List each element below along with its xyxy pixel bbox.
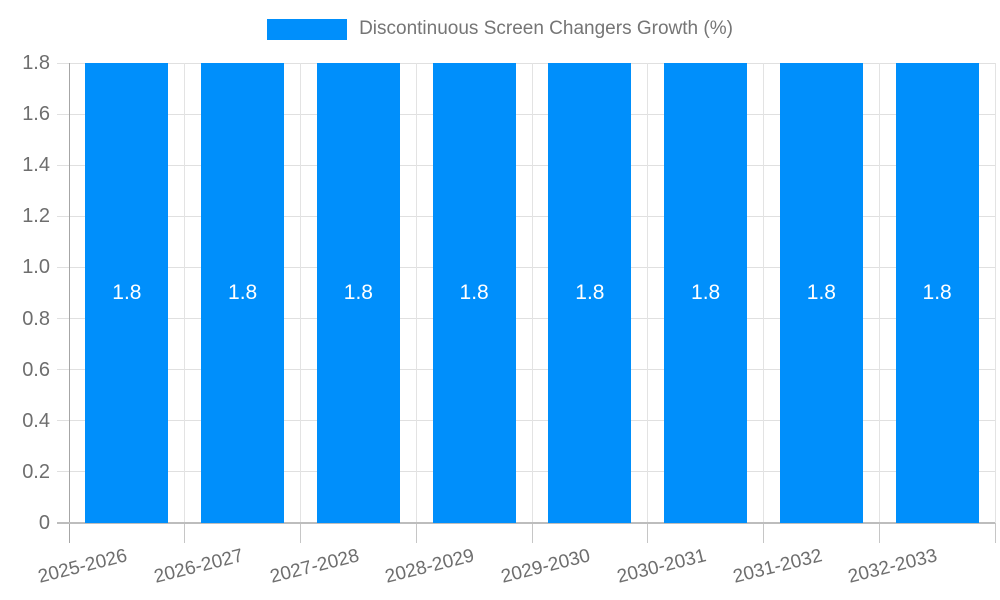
bar-value-label: 1.8 (228, 281, 258, 304)
y-tick-label: 0 (38, 512, 50, 534)
y-gridline (57, 318, 995, 320)
legend-swatch (267, 18, 348, 40)
x-axis-tick (531, 523, 533, 543)
x-gridline (300, 63, 301, 523)
y-gridline (57, 215, 995, 217)
x-gridline (531, 63, 533, 523)
x-tick-label: 2027-2028 (267, 545, 361, 588)
y-gridline (57, 62, 995, 64)
x-tick-label: 2025-2026 (36, 545, 130, 588)
bar: 1.8 (779, 63, 863, 523)
x-axis-tick (300, 523, 301, 543)
y-gridline (57, 369, 995, 371)
bar: 1.8 (548, 63, 632, 523)
y-axis-line (69, 63, 70, 543)
y-tick-label: 1.8 (22, 52, 50, 74)
bar-value-label: 1.8 (343, 281, 373, 304)
x-axis-tick (994, 523, 996, 543)
x-axis-tick (763, 523, 764, 543)
x-tick-label: 2032-2033 (846, 545, 940, 588)
legend-label: Discontinuous Screen Changers Growth (%) (359, 18, 733, 39)
x-tick-label: 2030-2031 (614, 545, 709, 588)
x-axis-tick (647, 523, 649, 543)
y-tick-label: 0.8 (22, 307, 50, 330)
bar-value-label: 1.8 (459, 281, 489, 304)
x-axis-line (57, 522, 995, 524)
y-gridline (57, 164, 995, 166)
bar: 1.8 (201, 63, 285, 523)
y-tick-label: 1.2 (22, 205, 50, 228)
bar: 1.8 (432, 63, 516, 523)
bar-value-label: 1.8 (112, 281, 142, 304)
bar-value-label: 1.8 (575, 281, 605, 304)
x-gridline (878, 63, 880, 523)
x-axis-tick (878, 523, 880, 543)
y-tick-label: 1.4 (22, 154, 50, 177)
bar-value-label: 1.8 (922, 281, 952, 304)
x-tick-label: 2026-2027 (151, 545, 246, 588)
y-tick-label: 0.6 (22, 358, 50, 381)
x-gridline (763, 63, 764, 523)
x-gridline (994, 63, 996, 523)
legend[interactable]: Discontinuous Screen Changers Growth (%) (0, 18, 1000, 40)
bar: 1.8 (895, 63, 979, 523)
y-gridline (57, 266, 995, 268)
y-tick-label: 1.0 (22, 256, 50, 279)
bar-value-label: 1.8 (806, 281, 836, 304)
x-axis-tick (415, 523, 417, 543)
y-tick-label: 1.6 (22, 103, 50, 126)
x-axis-tick (184, 523, 186, 543)
x-gridline (184, 63, 186, 523)
y-tick-label: 0.2 (22, 460, 50, 483)
bar: 1.8 (664, 63, 748, 523)
y-tick-label: 0.4 (22, 409, 50, 432)
x-tick-label: 2029-2030 (499, 545, 593, 588)
x-tick-label: 2028-2029 (383, 545, 477, 588)
x-gridline (415, 63, 417, 523)
bar: 1.8 (85, 63, 169, 523)
x-tick-label: 2031-2032 (730, 545, 824, 588)
x-gridline (647, 63, 649, 523)
y-gridline (57, 471, 995, 473)
bar-value-label: 1.8 (691, 281, 721, 304)
bar: 1.8 (316, 63, 400, 523)
y-gridline (57, 113, 995, 115)
y-gridline (57, 420, 995, 422)
